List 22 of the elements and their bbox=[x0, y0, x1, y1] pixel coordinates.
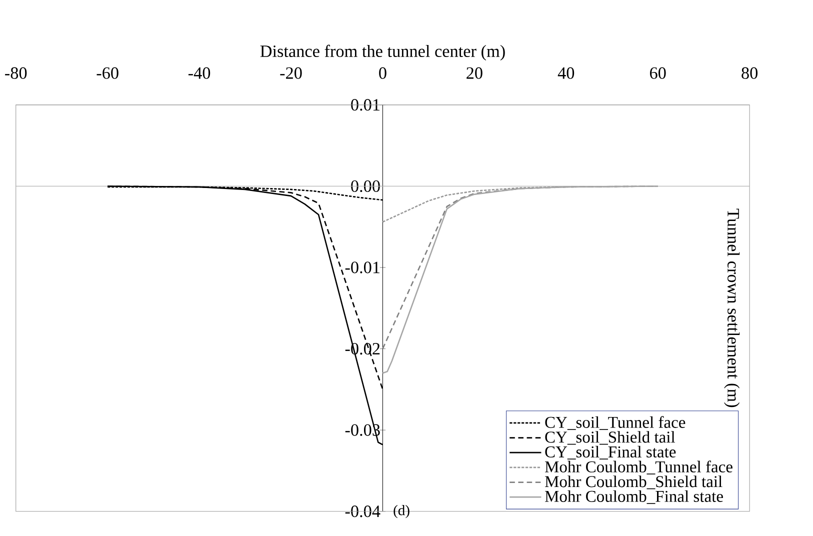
legend-label: Mohr Coulomb_Shield tail bbox=[544, 475, 722, 489]
legend-label: Mohr Coulomb_Final state bbox=[544, 490, 723, 504]
x-tick-label: 20 bbox=[466, 67, 482, 79]
y-tick-label: 0.00 bbox=[351, 180, 380, 192]
legend-label: CY_soil_Final state bbox=[545, 446, 676, 460]
x-tick-label: 60 bbox=[650, 67, 666, 79]
x-tick-label: 40 bbox=[558, 67, 574, 79]
legend-label: CY_soil_Tunnel face bbox=[545, 416, 686, 430]
y-tick-label: -0.01 bbox=[345, 261, 380, 274]
x-tick-label: -60 bbox=[96, 67, 118, 79]
y-tick-label: 0.01 bbox=[351, 98, 380, 111]
x-tick-label: 80 bbox=[742, 67, 758, 79]
legend-label: CY_soil_Shield tail bbox=[545, 430, 675, 445]
y-tick-label: -0.04 bbox=[345, 505, 380, 518]
x-axis-title: Distance from the tunnel center (m) bbox=[260, 44, 505, 60]
x-tick-label: -20 bbox=[280, 67, 302, 79]
x-tick-label: -80 bbox=[5, 67, 27, 79]
y-axis-title: Tunnel crown settlement (m) bbox=[724, 208, 740, 407]
x-tick-label: -40 bbox=[188, 67, 210, 79]
legend-label: Mohr Coulomb_Tunnel face bbox=[544, 460, 732, 474]
x-tick-label: 0 bbox=[379, 67, 386, 79]
annotation: (d) bbox=[394, 504, 410, 518]
